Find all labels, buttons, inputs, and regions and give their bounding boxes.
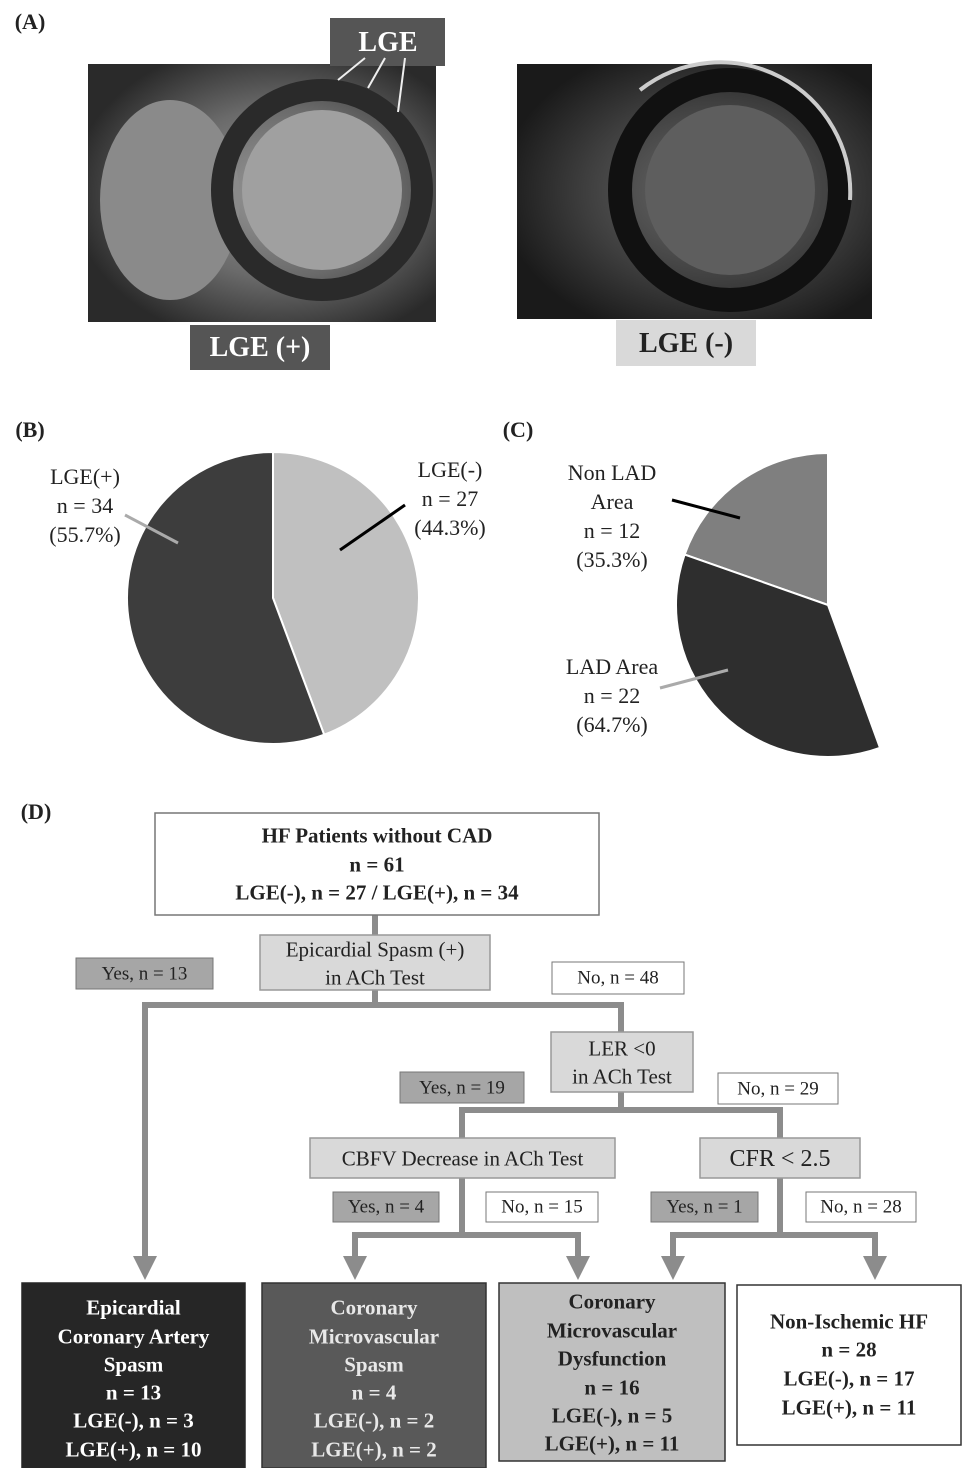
node-text: LGE(-), n = 3 <box>73 1408 194 1433</box>
slice-value-label: (55.7%) <box>49 522 121 547</box>
arrow-head <box>343 1256 367 1280</box>
lge-arrows <box>337 57 406 113</box>
node-text: LGE(+), n = 2 <box>311 1437 437 1462</box>
panel-label: (C) <box>502 417 534 442</box>
leader-line <box>659 668 729 690</box>
node-text: LGE(-), n = 17 <box>783 1366 915 1391</box>
edge-label: Yes, n = 1 <box>666 1196 743 1218</box>
edge-label-box <box>75 957 214 990</box>
node-text: Epicardial Spasm (+) <box>285 937 465 962</box>
node-text: HF Patients without CAD <box>261 823 493 848</box>
node-text: Coronary Artery <box>57 1324 210 1349</box>
panel-label: (B) <box>15 417 45 442</box>
panel-label: (A) <box>14 9 46 34</box>
node-text: LGE(+), n = 10 <box>65 1437 202 1462</box>
slice-label: LGE(-) <box>417 457 483 482</box>
flow-node <box>21 1282 246 1468</box>
slice-value-label: (35.3%) <box>576 547 648 572</box>
node-text: Epicardial <box>86 1295 181 1320</box>
node-text: in ACh Test <box>325 965 425 990</box>
edge-label-box <box>485 1191 599 1223</box>
label-box <box>330 18 445 66</box>
arrow-head <box>661 1256 685 1280</box>
edge-label: Yes, n = 13 <box>101 963 188 984</box>
flow-node <box>498 1282 726 1462</box>
edge-label: Yes, n = 4 <box>347 1196 425 1218</box>
slice-count: n = 27 <box>421 486 479 511</box>
flow-node <box>154 812 600 916</box>
node-text: n = 61 <box>349 852 405 877</box>
edge-label-box <box>399 1071 525 1104</box>
slice-count: n = 22 <box>583 683 641 708</box>
slice-value-label: (44.3%) <box>414 515 486 540</box>
arrow-head <box>133 1256 157 1280</box>
slice-label: Non LAD Area <box>567 460 657 514</box>
node-text: n = 4 <box>351 1380 397 1405</box>
mri-lge-negative <box>517 60 872 319</box>
edge-label-box <box>717 1072 839 1105</box>
edge-label-box <box>650 1191 759 1223</box>
flow-node <box>309 1137 616 1179</box>
edge-label: No, n = 48 <box>577 967 659 989</box>
slice-value-label: (64.7%) <box>576 712 648 737</box>
label-box <box>190 325 330 370</box>
node-text: in ACh Test <box>572 1064 672 1089</box>
mri-lge-positive <box>88 64 436 322</box>
flow-node <box>736 1284 962 1446</box>
node-text: LGE(+), n = 11 <box>544 1431 680 1456</box>
edge-label: Yes, n = 19 <box>419 1077 505 1098</box>
node-text: Spasm <box>103 1352 164 1377</box>
leader-line <box>671 498 741 520</box>
image-label: LGE (-) <box>638 328 734 359</box>
node-text: Microvascular <box>546 1318 678 1343</box>
node-text: CBFV Decrease in ACh Test <box>341 1146 584 1171</box>
node-text: Microvascular <box>308 1324 440 1349</box>
leader-line <box>124 513 179 545</box>
edge-label: No, n = 28 <box>820 1196 902 1218</box>
node-text: Spasm <box>344 1352 404 1377</box>
image-label: LGE (+) <box>209 332 311 363</box>
flow-node <box>259 934 491 991</box>
panel-label: (D) <box>20 799 52 824</box>
pie-slice <box>675 553 882 758</box>
leader-line <box>339 503 406 552</box>
node-text: n = 16 <box>584 1375 640 1400</box>
slice-count: n = 34 <box>56 493 114 518</box>
edge-label-box <box>551 961 685 995</box>
slice-count: n = 12 <box>583 518 641 543</box>
flow-node <box>699 1137 861 1179</box>
slice-label: LGE(+) <box>50 464 120 489</box>
node-text: Dysfunction <box>557 1346 667 1371</box>
node-text: LGE(+), n = 11 <box>781 1395 917 1420</box>
flow-node <box>261 1282 487 1468</box>
slice-label: LAD Area <box>565 654 659 679</box>
node-text: CFR < 2.5 <box>729 1146 831 1172</box>
label-box <box>616 320 756 366</box>
pie-slice <box>272 450 420 737</box>
arrow-head <box>863 1256 887 1280</box>
node-text: LER <0 <box>588 1036 656 1061</box>
arrow-head <box>566 1256 590 1280</box>
node-text: n = 13 <box>105 1380 162 1405</box>
edge-label-box <box>805 1191 917 1223</box>
node-text: LGE(-), n = 2 <box>313 1408 435 1433</box>
node-text: LGE(-), n = 5 <box>551 1403 673 1428</box>
node-text: Coronary <box>330 1295 418 1320</box>
edge-label: No, n = 15 <box>501 1196 583 1218</box>
node-text: LGE(-), n = 27 / LGE(+), n = 34 <box>235 880 519 905</box>
flow-node <box>550 1031 694 1093</box>
node-text: Non-Ischemic HF <box>769 1309 929 1334</box>
image-label: LGE <box>358 27 418 58</box>
edge-label: No, n = 29 <box>737 1078 819 1099</box>
node-text: Coronary <box>568 1289 656 1314</box>
node-text: n = 28 <box>821 1337 877 1362</box>
pie-slice <box>126 450 326 745</box>
edge-label-box <box>332 1191 440 1223</box>
